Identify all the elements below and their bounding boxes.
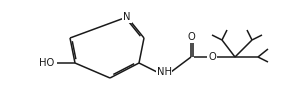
Text: O: O <box>187 32 195 42</box>
Text: O: O <box>208 52 216 62</box>
Text: HO: HO <box>39 58 55 68</box>
Text: N: N <box>123 12 131 22</box>
Text: NH: NH <box>156 67 172 77</box>
